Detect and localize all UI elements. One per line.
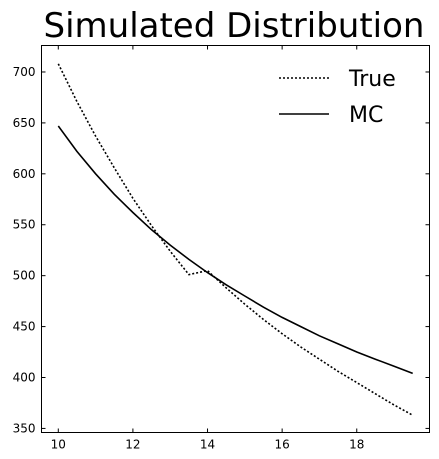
- legend-label-true: True: [348, 67, 396, 92]
- y-tick-label: 500: [13, 269, 36, 283]
- x-axis: 10 12 14 16 18: [51, 45, 364, 452]
- x-tick-label: 10: [51, 438, 66, 452]
- y-tick-label: 600: [13, 167, 36, 181]
- x-tick-label: 18: [349, 438, 364, 452]
- y-axis: 350 400 450 500 550 600 650 700: [13, 65, 430, 435]
- x-tick-label: 14: [200, 438, 215, 452]
- y-tick-label: 550: [13, 218, 36, 232]
- x-tick-label: 16: [274, 438, 289, 452]
- x-tick-label: 12: [125, 438, 140, 452]
- plot-lines: [57, 63, 414, 416]
- legend-label-mc: MC: [349, 103, 383, 128]
- y-tick-label: 700: [13, 65, 36, 79]
- y-tick-label: 450: [13, 320, 36, 334]
- series-line-mc: [57, 125, 413, 375]
- series-line-true: [57, 63, 414, 416]
- y-tick-label: 400: [13, 371, 36, 385]
- y-tick-label: 350: [13, 421, 36, 435]
- plot-frame: [41, 45, 430, 433]
- legend: True MC: [279, 67, 396, 128]
- y-tick-label: 650: [13, 116, 36, 130]
- chart-title: Simulated Distribution: [44, 6, 425, 46]
